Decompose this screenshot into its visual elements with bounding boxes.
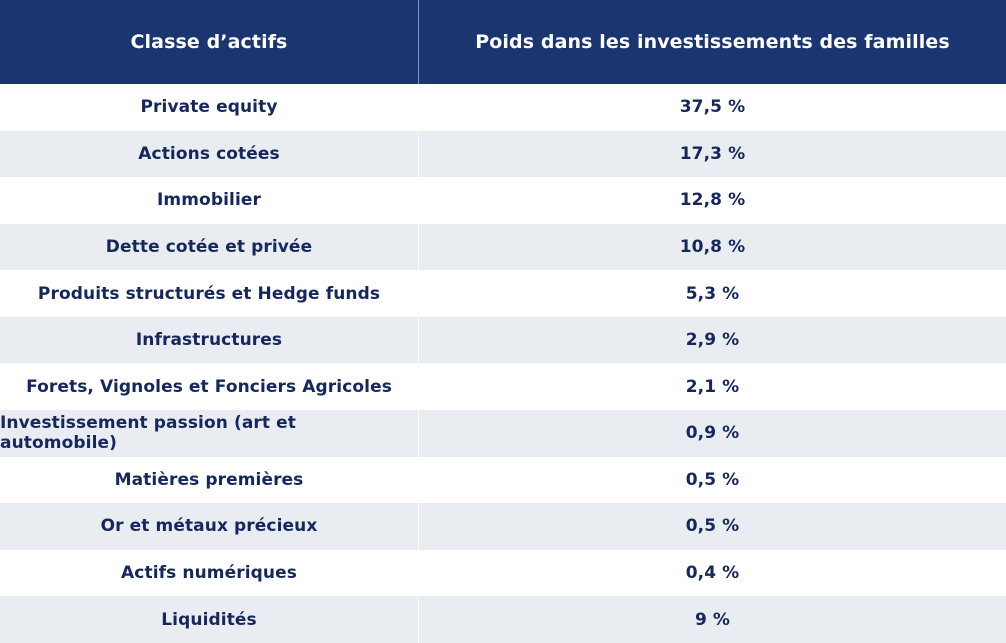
header-weight: Poids dans les investissements des famil… <box>475 30 950 53</box>
table-row: Immobilier 12,8 % <box>0 177 1006 224</box>
asset-class-cell: Matières premières <box>0 456 419 504</box>
asset-class-cell: Dette cotée et privée <box>0 223 419 271</box>
asset-class-cell: Immobilier <box>0 177 419 224</box>
asset-class-cell: Infrastructures <box>0 316 419 364</box>
asset-class-cell: Produits structurés et Hedge funds <box>0 270 419 317</box>
table-row: Private equity 37,5 % <box>0 83 1006 131</box>
table-row: Produits structurés et Hedge funds 5,3 % <box>0 270 1006 317</box>
weight-cell: 2,9 % <box>685 330 740 351</box>
weight-cell: 10,8 % <box>679 237 746 257</box>
asset-class-cell: Liquidités <box>0 596 419 643</box>
weight-cell: 0,5 % <box>685 469 740 490</box>
weight-cell: 12,8 % <box>679 190 746 211</box>
asset-class-cell: Actifs numériques <box>0 549 419 597</box>
weight-cell: 0,9 % <box>685 423 740 444</box>
table-row: Actions cotées 17,3 % <box>0 130 1006 178</box>
asset-class-cell: Investissement passion (art et automobil… <box>0 410 419 457</box>
asset-class-cell: Private equity <box>0 83 419 131</box>
asset-class-cell: Forets, Vignoles et Fonciers Agricoles <box>0 363 419 411</box>
header-asset-class: Classe d’actifs <box>0 0 419 84</box>
weight-cell: 37,5 % <box>679 97 746 118</box>
table-row: Liquidités 9 % <box>0 596 1006 643</box>
table-row: Matières premières 0,5 % <box>0 456 1006 504</box>
asset-class-cell: Or et métaux précieux <box>0 503 419 550</box>
table-row: Dette cotée et privée 10,8 % <box>0 223 1006 271</box>
table-row: Or et métaux précieux 0,5 % <box>0 503 1006 550</box>
weight-cell: 5,3 % <box>685 283 740 304</box>
asset-class-cell: Actions cotées <box>0 130 419 178</box>
table-row: Actifs numériques 0,4 % <box>0 549 1006 597</box>
table-row: Infrastructures 2,9 % <box>0 316 1006 364</box>
weight-cell: 0,4 % <box>685 563 740 584</box>
table-row: Forets, Vignoles et Fonciers Agricoles 2… <box>0 363 1006 411</box>
weight-cell: 9 % <box>694 609 731 630</box>
weight-cell: 2,1 % <box>685 376 740 397</box>
table-row: Investissement passion (art et automobil… <box>0 410 1006 457</box>
weight-cell: 17,3 % <box>679 143 746 164</box>
weight-cell: 0,5 % <box>685 516 740 537</box>
table-header-row: Classe d’actifs Poids dans les investiss… <box>0 0 1006 84</box>
